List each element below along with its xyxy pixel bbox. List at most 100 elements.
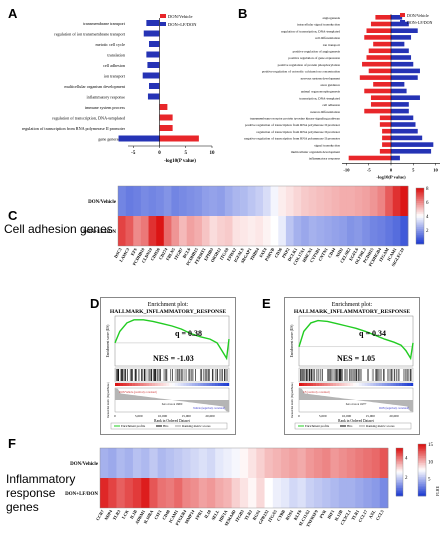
heatmap-cell [240, 216, 249, 246]
colorbar-step [416, 188, 424, 191]
inflammatory-genes-title-text: Inflammatory response genes [6, 472, 76, 514]
colorbar-step [416, 206, 424, 209]
heatmap-cell [338, 478, 348, 508]
heatmap-cell [346, 216, 355, 246]
heatmap-cell [194, 186, 203, 216]
b-tick-label: 10 [433, 167, 438, 172]
colorbar-step [396, 480, 403, 482]
b-category-label: positive regulation of protein phosphory… [278, 63, 341, 67]
gsea-x-tick-label: 20,000 [389, 414, 399, 419]
heatmap-cell [125, 216, 134, 246]
heatmap-cell [100, 448, 109, 478]
b-bar-blue [391, 61, 414, 67]
heatmap-column-label: ITGB7 [173, 246, 184, 260]
colorbar-step [416, 216, 424, 219]
heatmap-row-label: DON+LF/DON [83, 230, 116, 235]
heatmap-cell [132, 478, 142, 508]
gsea-legend-hits: Hits [163, 424, 169, 428]
heatmap-cell [369, 216, 378, 246]
heatmap-cell [331, 186, 340, 216]
colorbar-step [418, 487, 426, 490]
heatmap-border [117, 185, 409, 247]
gsea-rank-strip [134, 383, 138, 386]
b-tick-label: -10 [343, 167, 350, 172]
heatmap-cell [171, 216, 180, 246]
colorbar-step [418, 450, 426, 453]
colorbar-step [418, 466, 426, 469]
a-legend-swatch [160, 22, 166, 26]
b-category-label: ion transport [323, 43, 340, 47]
heatmap-cell [371, 478, 381, 508]
heatmap-cell [125, 186, 134, 216]
colorbar-step [396, 472, 403, 474]
heatmap-column-label: IRF1 [326, 509, 335, 520]
bar-chart-b: angiogenesis intracellular signal transdu… [244, 13, 440, 179]
b-bar-red [373, 82, 391, 87]
gsea-legend-box [294, 422, 412, 430]
heatmap-column-label: DSC3 [113, 247, 123, 259]
a-category-label: regulation of transcription, DNA-templat… [52, 116, 126, 122]
heatmap-column-label: RGS1 [252, 509, 262, 521]
gsea-rank-strip [163, 383, 167, 386]
heatmap-cell [140, 186, 149, 216]
gsea-rank-strip [177, 383, 181, 386]
colorbar-step [418, 482, 426, 485]
b-bar-red [382, 142, 391, 147]
heatmap-cell [272, 448, 282, 478]
heatmap-column-label: CCL5 [375, 509, 385, 521]
heatmap-cell [232, 216, 241, 246]
heatmap-cell [385, 186, 394, 216]
heatmap-cell [285, 216, 294, 246]
colorbar-step [418, 473, 426, 476]
b-bar-blue [391, 48, 409, 54]
gsea-rank-strip [160, 383, 164, 386]
gsea-rank-strip [123, 383, 127, 386]
colorbar-border [415, 187, 425, 245]
a-category-label: cell adhesion [103, 63, 126, 68]
gsea-rank-strip [358, 383, 362, 386]
heatmap-cell [339, 216, 348, 246]
b-category-label: regulation of transcription from RNA pol… [256, 130, 340, 134]
b-bar-red [364, 35, 391, 40]
colorbar-tick-label: 15 [428, 443, 434, 448]
colorbar-step [396, 459, 403, 462]
colorbar-step [396, 475, 403, 478]
gsea-frame-e: Enrichment plot: HALLMARK_INFLAMMATORY_RE… [284, 297, 420, 435]
colorbar-step [396, 451, 403, 454]
heatmap-cell [124, 448, 134, 478]
heatmap-cell [174, 478, 183, 508]
heatmap-column-label: ICAM1 [386, 247, 397, 262]
heatmap-cell [400, 186, 409, 216]
b-legend-label: DON/Vehicle [407, 13, 429, 18]
colorbar-step [416, 208, 424, 211]
heatmap-row-label: DON+LF/DON [65, 492, 98, 497]
heatmap-cell [118, 216, 126, 246]
colorbar-step [418, 494, 426, 497]
colorbar-step [418, 489, 426, 492]
a-category-label: ion transport [104, 74, 126, 79]
b-tick-label: 0 [390, 167, 393, 172]
b-bar-blue [391, 88, 407, 94]
heatmap-cell [248, 448, 257, 478]
heatmap-column-label: ICAM1 [168, 509, 179, 524]
heatmap-cell [198, 448, 208, 478]
heatmap-cell [149, 478, 158, 508]
heatmap-cell [331, 216, 340, 246]
a-tick-label: 0 [158, 151, 161, 156]
b-bar-red [366, 28, 391, 33]
colorbar-step [396, 478, 403, 481]
colorbar-tick-label: 4 [405, 457, 408, 462]
heatmap-column-label: ITGA9 [219, 247, 230, 261]
a-bar [159, 135, 199, 142]
heatmap-cell [209, 216, 218, 246]
gsea-x-tick-label: 15,000 [182, 414, 192, 419]
b-tick-label: 5 [412, 167, 415, 172]
heatmap-column-label: PVR [318, 508, 327, 519]
gsea-x-tick-label: 5,000 [319, 414, 327, 419]
heatmap-column-label: IL18 [203, 509, 212, 519]
gsea-rank-strip [203, 383, 207, 386]
heatmap-cell [133, 186, 142, 216]
gsea-rank-strip [310, 383, 314, 386]
heatmap-cell [272, 478, 282, 508]
